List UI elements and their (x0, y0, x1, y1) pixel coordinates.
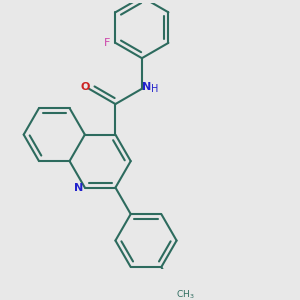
Text: H: H (151, 84, 158, 94)
Text: F: F (104, 38, 111, 48)
Text: N: N (142, 82, 151, 92)
Text: CH$_3$: CH$_3$ (176, 288, 194, 300)
Text: N: N (74, 183, 83, 193)
Text: O: O (80, 82, 90, 92)
